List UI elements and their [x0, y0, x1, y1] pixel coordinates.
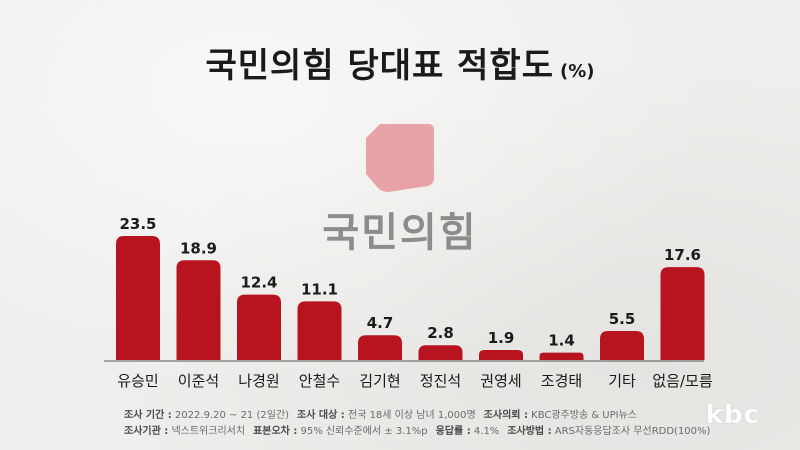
footer-line-1: 조사 기간 : 2022.9.20 ~ 21 (2일간) 조사 대상 : 전국 1…: [124, 408, 710, 424]
data-label: 4.7: [367, 314, 394, 332]
footer-value: ARS자동응답조사 무선RDD(100%): [551, 426, 711, 437]
category-label: 안철수: [299, 372, 340, 390]
party-logo-text: 국민의힘: [322, 210, 478, 256]
data-label: 18.9: [180, 239, 217, 257]
footer-line-2: 조사기관 : 넥스트위크리서치 표본오차 : 95% 신뢰수준에서 ± 3.1%p…: [124, 424, 710, 440]
footer-value: 넥스트위크리서치: [168, 426, 246, 437]
category-label: 유승민: [117, 372, 158, 390]
party-logo-shape: [366, 124, 434, 192]
data-label: 23.5: [119, 215, 156, 233]
chart-header: 국민의힘 당대표 적합도 (%): [0, 38, 800, 87]
footer-label: 표본오차 :: [253, 426, 298, 437]
chart-title: 국민의힘 당대표 적합도: [205, 46, 554, 86]
bar: [539, 352, 584, 360]
footer-value: KBC광주방송 & UPI뉴스: [527, 410, 638, 421]
footer-label: 조사 기간 :: [124, 410, 172, 421]
bar: [418, 345, 463, 360]
footer-label: 조사 대상 :: [297, 410, 345, 421]
bar: [479, 349, 523, 360]
bar: [660, 267, 705, 360]
data-label: 17.6: [664, 246, 701, 264]
survey-footer: 조사 기간 : 2022.9.20 ~ 21 (2일간) 조사 대상 : 전국 1…: [124, 408, 710, 440]
footer-value: 전국 18세 이상 남녀 1,000명: [344, 410, 476, 421]
data-label: 5.5: [609, 310, 636, 328]
category-label: 권영세: [480, 372, 521, 390]
footer-value: 95% 신뢰수준에서 ± 3.1%p: [297, 426, 428, 437]
footer-label: 조사방법 :: [507, 426, 552, 437]
bar: [600, 330, 644, 360]
data-label: 1.9: [488, 329, 515, 347]
bar: [358, 335, 402, 360]
footer-value: 2022.9.20 ~ 21 (2일간): [171, 410, 290, 421]
footer-label: 조사기관 :: [124, 426, 169, 437]
category-label: 나경원: [238, 372, 279, 390]
bar: [237, 294, 281, 360]
footer-value: 4.1%: [470, 426, 500, 437]
bar: [116, 236, 160, 360]
category-label: 이준석: [178, 372, 219, 390]
category-label: 조경태: [541, 372, 582, 390]
category-label: 없음/모름: [652, 372, 712, 390]
bar: [176, 260, 221, 360]
category-label: 기타: [608, 372, 636, 390]
broadcaster-logo: kbc: [705, 400, 760, 430]
chart-unit: (%): [559, 61, 595, 82]
party-logo-icon: [366, 124, 434, 192]
data-label: 11.1: [301, 280, 338, 298]
category-label: 김기현: [359, 372, 400, 390]
data-label: 1.4: [548, 332, 575, 350]
footer-label: 조사의뢰 :: [483, 410, 528, 421]
bar: [297, 301, 342, 360]
data-label: 12.4: [240, 274, 277, 292]
category-label: 정진석: [420, 372, 461, 390]
footer-label: 응답률 :: [435, 426, 471, 437]
data-label: 2.8: [427, 324, 454, 342]
